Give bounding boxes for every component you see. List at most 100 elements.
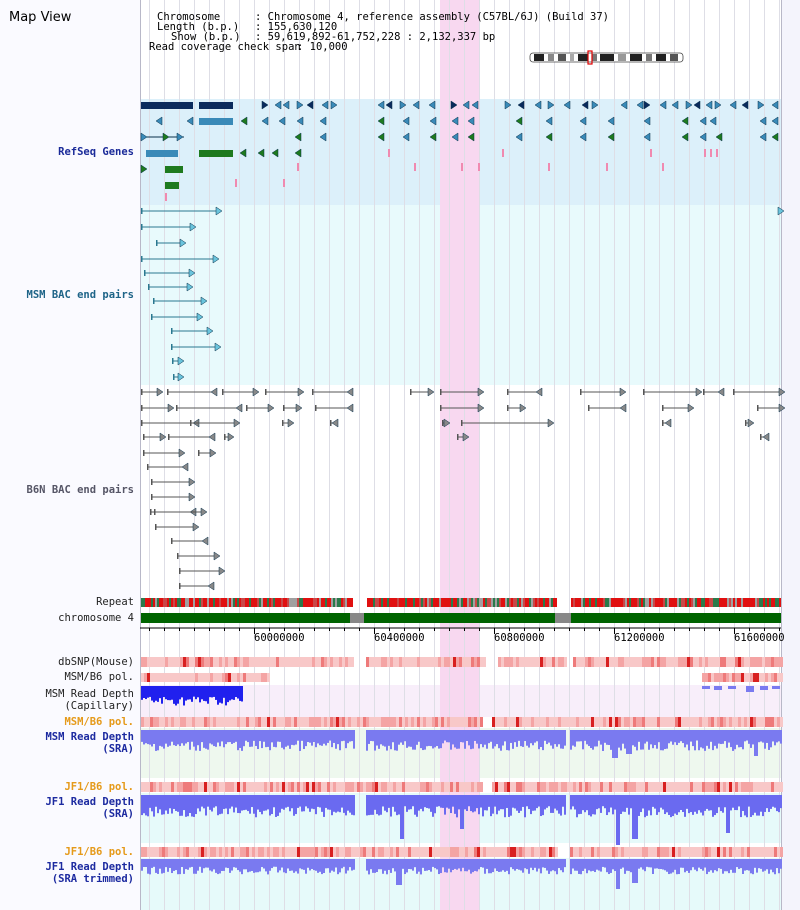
refseq-gene-arrow — [240, 116, 248, 126]
polymorphism-mark — [417, 782, 420, 792]
polymorphism-mark — [171, 847, 174, 857]
repeat-mark — [231, 598, 233, 607]
polymorphism-mark — [696, 782, 699, 792]
track-label-msm-b6-pol-1[interactable]: MSM/B6 pol. — [64, 671, 134, 683]
read-depth-bar — [416, 795, 418, 817]
polymorphism-mark — [378, 782, 381, 792]
read-depth-bar — [382, 730, 384, 746]
polymorphism-mark — [279, 717, 282, 727]
polymorphism-mark — [153, 657, 156, 667]
track-label-b6n-bac[interactable]: B6N BAC end pairs — [26, 484, 134, 496]
repeat-mark — [293, 598, 295, 607]
track-label-dbsnp[interactable]: dbSNP(Mouse) — [58, 656, 134, 668]
repeat-mark — [601, 598, 603, 607]
read-depth-bar — [195, 795, 197, 815]
repeat-mark — [523, 598, 525, 607]
repeat-mark — [449, 598, 451, 607]
read-depth-bar — [498, 730, 500, 749]
polymorphism-mark — [276, 847, 279, 857]
read-depth-bar — [732, 730, 734, 751]
read-depth-bar — [309, 730, 311, 743]
repeat-mark — [627, 598, 629, 607]
track-label-jf1-depth-trimmed[interactable]: JF1 Read Depth — [45, 861, 134, 873]
polymorphism-mark — [432, 782, 435, 792]
polymorphism-mark — [708, 847, 711, 857]
read-depth-bar — [562, 795, 564, 807]
polymorphism-mark — [528, 782, 531, 792]
read-depth-bar — [582, 730, 584, 750]
track-label-refseq[interactable]: RefSeq Genes — [58, 146, 134, 158]
polymorphism-mark — [162, 847, 165, 857]
polymorphism-mark — [762, 847, 765, 857]
read-depth-bar — [368, 859, 370, 875]
read-depth-bar — [159, 686, 161, 699]
read-depth-bar — [578, 730, 580, 742]
track-label-jf1-b6-pol-1[interactable]: JF1/B6 pol. — [64, 781, 134, 793]
polymorphism-mark — [594, 657, 597, 667]
read-depth-bar — [289, 730, 291, 749]
polymorphism-mark — [414, 782, 417, 792]
polymorphism-mark — [567, 782, 570, 792]
repeat-mark — [387, 598, 389, 607]
track-label-msm-b6-pol-2[interactable]: MSM/B6 pol. — [64, 716, 134, 728]
read-depth-bar — [630, 859, 632, 873]
read-depth-bar — [456, 795, 458, 818]
read-depth-bar — [275, 730, 277, 748]
refseq-gene-arrow — [607, 132, 615, 142]
track-label-jf1-b6-pol-2[interactable]: JF1/B6 pol. — [64, 846, 134, 858]
track-label-msm-depth-capillary[interactable]: MSM Read Depth — [45, 688, 134, 700]
repeat-mark — [215, 598, 217, 607]
polymorphism-mark — [360, 782, 363, 792]
track-label-jf1-depth-sra[interactable]: JF1 Read Depth — [45, 796, 134, 808]
polymorphism-mark — [285, 782, 288, 792]
polymorphism-mark — [423, 847, 426, 857]
read-depth-bar — [724, 859, 726, 872]
read-depth-bar — [460, 730, 462, 743]
polymorphism-mark — [528, 657, 531, 667]
track-label-chromosome[interactable]: chromosome 4 — [58, 612, 134, 624]
polymorphism-mark — [156, 717, 159, 727]
read-depth-bar — [510, 859, 512, 868]
repeat-mark — [595, 598, 597, 607]
polymorphism-mark — [546, 717, 549, 727]
polymorphism-mark — [474, 657, 477, 667]
read-depth-bar — [756, 730, 758, 756]
repeat-mark — [237, 598, 239, 607]
track-label-repeat[interactable]: Repeat — [96, 596, 134, 608]
polymorphism-mark — [288, 657, 291, 667]
read-depth-bar — [263, 730, 265, 742]
read-depth-bar — [600, 795, 602, 813]
polymorphism-mark — [381, 717, 384, 727]
polymorphism-mark — [651, 717, 654, 727]
read-depth-bar — [179, 859, 181, 875]
read-depth-bar — [239, 795, 241, 814]
polymorphism-mark — [720, 717, 723, 727]
polymorphism-mark — [630, 717, 633, 727]
track-label-msm-bac[interactable]: MSM BAC end pairs — [26, 289, 134, 301]
read-depth-bar — [680, 730, 682, 742]
repeat-mark — [191, 598, 193, 607]
polymorphism-mark — [381, 847, 384, 857]
polymorphism-mark — [570, 782, 573, 792]
read-depth-bar — [191, 859, 193, 867]
track-label-msm-depth-sra[interactable]: MSM Read Depth — [45, 731, 134, 743]
polymorphism-mark — [372, 847, 375, 857]
polymorphism-mark — [243, 657, 246, 667]
polymorphism-mark — [519, 782, 522, 792]
repeat-mark — [271, 598, 273, 607]
polymorphism-mark — [450, 782, 453, 792]
b6n-bac-end — [440, 389, 442, 395]
read-depth-bar — [480, 795, 482, 808]
polymorphism-mark — [273, 847, 276, 857]
read-depth-bar — [390, 795, 392, 817]
b6n-bac-end-arrow — [427, 387, 435, 397]
read-depth-bar — [616, 795, 618, 845]
read-depth-bar — [562, 730, 564, 749]
read-depth-bar — [506, 795, 508, 808]
polymorphism-mark — [342, 847, 345, 857]
refseq-pink-mark — [283, 179, 285, 187]
refseq-pink-mark — [461, 163, 463, 171]
polymorphism-mark — [669, 782, 672, 792]
b6n-bac-end — [151, 494, 153, 500]
